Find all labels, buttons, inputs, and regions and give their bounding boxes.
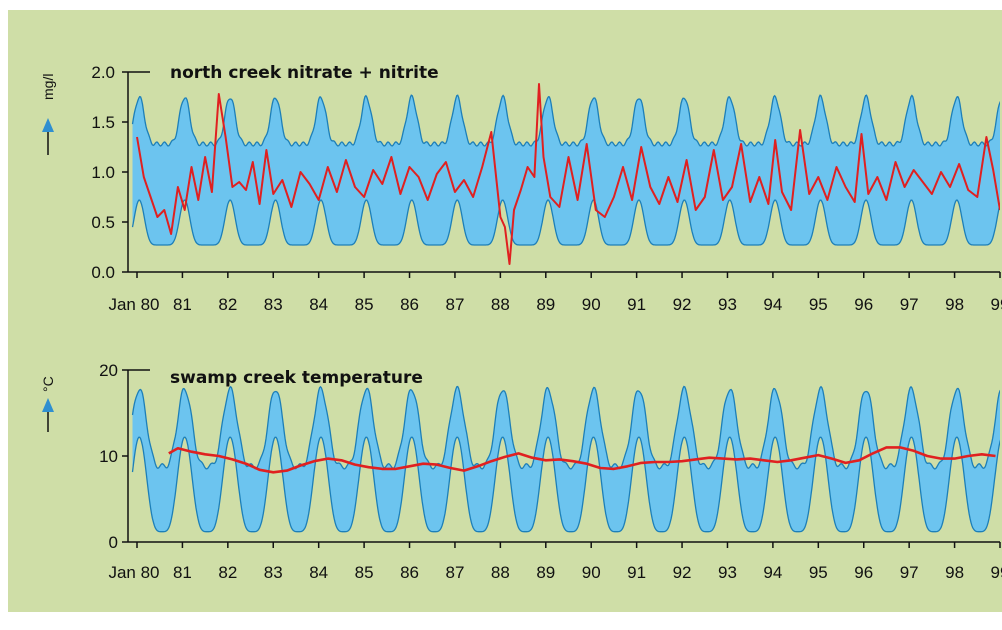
x-tick-label: 82 [218,563,237,582]
temperature-chart: 0 10 20 Jan 80 81 82 83 84 85 86 87 88 89 90 91 92 93 94 9… [40,361,1002,582]
nitrate-chart: 0.0 0.5 1.0 1.5 2.0 Jan 80 81 82 83 84 85 86 87 88 89 9… [40,63,1002,314]
envelope-lower-line [131,436,1000,533]
x-tick-label: 94 [763,563,782,582]
x-tick-label: 92 [673,563,692,582]
nitrate-chart-title: north creek nitrate + nitrite [170,63,439,83]
series-line [136,83,1000,265]
x-tick-label: 91 [627,563,646,582]
x-tick-label: 83 [264,563,283,582]
x-tick-label: 99 [991,563,1002,582]
temperature-band-layer [131,385,1000,533]
x-tick-label: 89 [536,563,555,582]
x-tick-label: 84 [309,563,328,582]
series-line [168,446,996,474]
x-tick-label: 96 [854,563,873,582]
envelope-lower-line [131,199,1000,246]
y-tick-label: 2.0 [91,63,115,82]
x-tick-label: 91 [627,295,646,314]
x-tick-label: 89 [536,295,555,314]
x-tick-label: 88 [491,295,510,314]
envelope-band-area [132,386,1000,532]
x-tick-label: 93 [718,563,737,582]
temperature-y-axis-label: °C [40,376,56,392]
x-tick-label: 81 [173,295,192,314]
x-tick-label: 96 [854,295,873,314]
y-tick-label: 1.0 [91,163,115,182]
nitrate-y-axis-label: mg/l [40,74,56,100]
temperature-chart-title: swamp creek temperature [170,368,423,388]
x-tick-label: 82 [218,295,237,314]
envelope-upper-line [131,94,1000,147]
x-tick-label: 95 [809,563,828,582]
x-tick-label: 81 [173,563,192,582]
y-tick-label: 0.0 [91,263,115,282]
x-tick-label: 92 [673,295,692,314]
x-tick-label: 88 [491,563,510,582]
temperature-line-layer [168,446,996,474]
x-tick-label: 86 [400,295,419,314]
x-tick-label: 86 [400,563,419,582]
nitrate-up-arrow-icon [42,118,54,155]
x-tick-label: 97 [900,295,919,314]
y-tick-label: 0.5 [91,213,115,232]
x-tick-label: Jan 80 [108,563,159,582]
x-tick-label: 94 [763,295,782,314]
y-tick-label: 1.5 [91,113,115,132]
x-tick-label: 83 [264,295,283,314]
y-tick-label: 20 [99,361,118,380]
y-tick-label: 10 [99,447,118,466]
x-tick-label: 87 [445,295,464,314]
temperature-axes: 0 10 20 Jan 80 81 82 83 84 85 86 87 88 89 90 91 92 93 94 9… [99,361,1002,582]
x-tick-label: 85 [355,295,374,314]
x-tick-label: 98 [945,295,964,314]
envelope-upper-line [131,385,1000,470]
x-tick-label: 95 [809,295,828,314]
y-tick-label: 0 [109,533,118,552]
x-tick-label: 99 [991,295,1002,314]
x-tick-label: Jan 80 [108,295,159,314]
x-tick-label: 97 [900,563,919,582]
nitrate-axes: 0.0 0.5 1.0 1.5 2.0 Jan 80 81 82 83 84 85 86 87 88 89 9… [91,63,1002,314]
x-tick-label: 85 [355,563,374,582]
x-tick-label: 90 [582,295,601,314]
temperature-up-arrow-icon [42,398,54,432]
x-tick-label: 98 [945,563,964,582]
nitrate-line-layer [136,83,1000,265]
x-tick-label: 90 [582,563,601,582]
x-tick-label: 84 [309,295,328,314]
x-tick-label: 87 [445,563,464,582]
x-tick-label: 93 [718,295,737,314]
